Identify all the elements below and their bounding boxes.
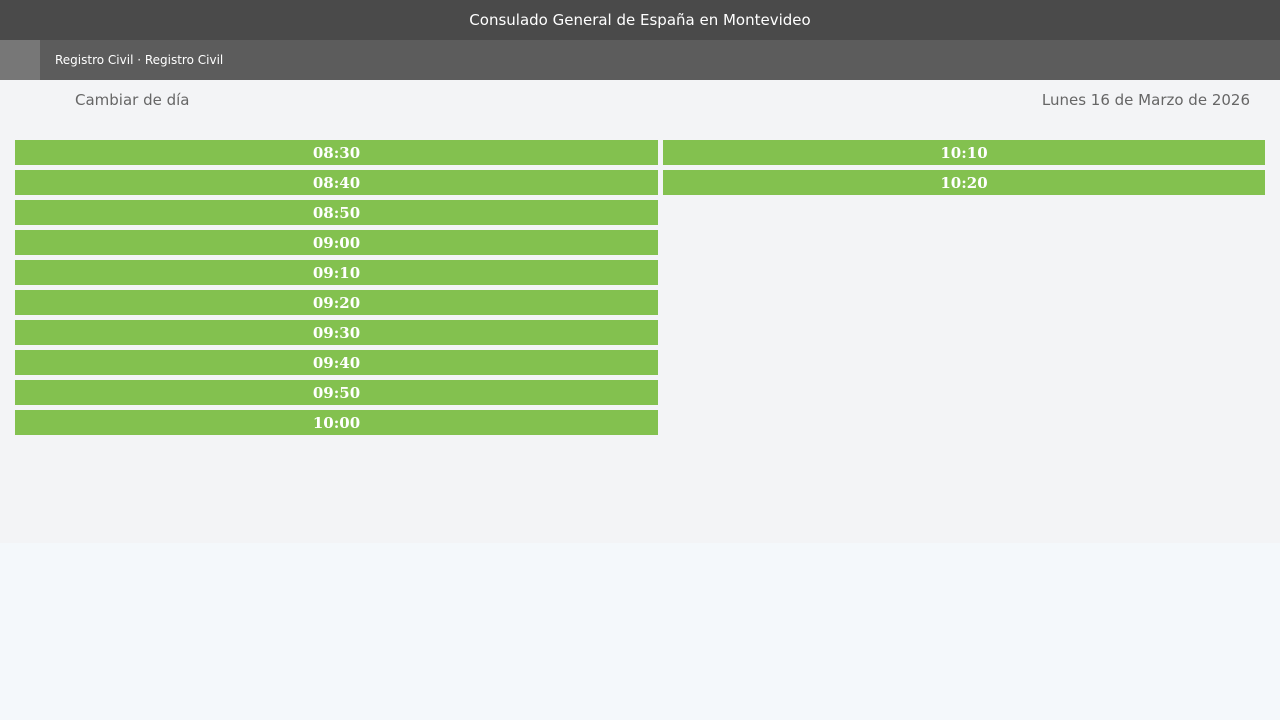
page-title: Consulado General de España en Montevide…: [469, 11, 811, 29]
time-slot-button[interactable]: 09:00: [15, 230, 658, 255]
time-slot-button[interactable]: 10:10: [663, 140, 1265, 165]
back-button[interactable]: [0, 40, 40, 80]
time-slot-button[interactable]: 09:20: [15, 290, 658, 315]
slots-column-right: 10:10 10:20: [663, 140, 1265, 200]
header: Consulado General de España en Montevide…: [0, 0, 1280, 40]
time-slot-button[interactable]: 08:50: [15, 200, 658, 225]
time-slot-button[interactable]: 09:30: [15, 320, 658, 345]
time-slot-button[interactable]: 09:10: [15, 260, 658, 285]
time-slot-button[interactable]: 10:00: [15, 410, 658, 435]
time-slot-button[interactable]: 08:40: [15, 170, 658, 195]
time-slot-button[interactable]: 09:50: [15, 380, 658, 405]
selected-date: Lunes 16 de Marzo de 2026: [1041, 91, 1250, 109]
nav-bar: Registro Civil · Registro Civil: [0, 40, 1280, 80]
slots-column-left: 08:30 08:40 08:50 09:00 09:10 09:20 09:30 09:40…: [15, 140, 658, 440]
time-slot-button[interactable]: 09:40: [15, 350, 658, 375]
slot-panel: Cambiar de día Lunes 16 de Marzo de 2026…: [0, 80, 1280, 543]
breadcrumb: Registro Civil · Registro Civil: [55, 53, 224, 67]
time-slot-button[interactable]: 10:20: [663, 170, 1265, 195]
change-day-link[interactable]: Cambiar de día: [75, 91, 190, 109]
time-slot-button[interactable]: 08:30: [15, 140, 658, 165]
